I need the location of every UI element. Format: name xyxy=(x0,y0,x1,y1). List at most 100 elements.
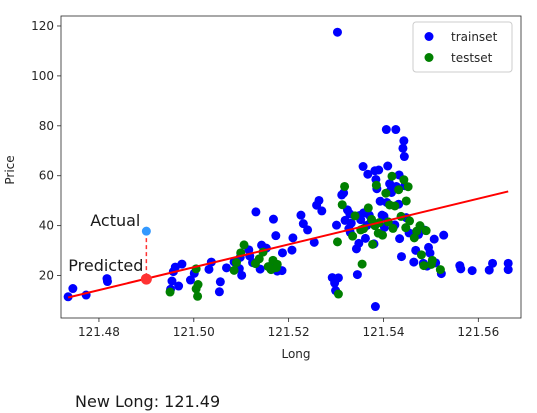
legend-box xyxy=(412,21,513,73)
testset-point xyxy=(333,289,343,299)
trainset-point xyxy=(439,230,449,240)
y-tick-label: 20 xyxy=(39,269,54,283)
trainset-point xyxy=(429,234,439,244)
y-tick-label: 60 xyxy=(39,169,54,183)
y-tick-label: 120 xyxy=(31,19,54,33)
trainset-point xyxy=(277,248,287,258)
plot-area xyxy=(63,27,513,312)
trainset-point xyxy=(375,196,385,206)
testset-point xyxy=(415,221,425,231)
actual-point xyxy=(141,226,151,236)
trainset-point xyxy=(222,263,232,273)
testset-point xyxy=(340,181,350,191)
trainset-point xyxy=(215,277,225,287)
y-tick-label: 100 xyxy=(31,69,54,83)
x-tick-label: 121.50 xyxy=(173,325,215,339)
testset-point xyxy=(399,175,409,185)
testset-point xyxy=(381,188,391,198)
trainset-point xyxy=(317,206,327,216)
testset-point xyxy=(401,196,411,206)
trainset-point xyxy=(456,264,466,274)
testset-point xyxy=(254,254,264,264)
trainset-point xyxy=(303,225,313,235)
trainset-point xyxy=(332,220,342,230)
trainset-point xyxy=(399,136,409,146)
trainset-point xyxy=(503,258,513,268)
trainset-point xyxy=(288,233,298,243)
trainset-point xyxy=(383,161,393,171)
y-axis-title: Price xyxy=(3,155,17,184)
trainset-point xyxy=(363,169,373,179)
x-tick-label: 121.48 xyxy=(78,325,120,339)
trainset-point xyxy=(268,214,278,224)
trainset-point xyxy=(251,207,261,217)
trainset-point xyxy=(358,162,368,171)
trainset-point xyxy=(354,238,364,248)
legend-label-testset: testset xyxy=(451,51,493,65)
trainset-point xyxy=(177,259,187,269)
testset-point xyxy=(357,259,367,269)
y-tick-label: 80 xyxy=(39,119,54,133)
x-tick-label: 121.52 xyxy=(268,325,310,339)
plot-frame xyxy=(60,15,522,319)
testset-point xyxy=(368,239,378,249)
testset-point xyxy=(427,255,437,265)
testset-point xyxy=(387,171,397,181)
trainset-point xyxy=(204,264,214,274)
trainset-point xyxy=(296,210,306,220)
x-axis: 121.48 121.50 121.52 121.54 121.56 xyxy=(78,318,499,339)
testset-point xyxy=(403,182,413,192)
trainset-point xyxy=(467,266,477,276)
trainset-point xyxy=(381,125,391,135)
testset-point xyxy=(378,230,388,240)
trainset-point xyxy=(214,287,224,297)
legend: trainset testset xyxy=(412,21,513,73)
legend-marker-testset xyxy=(424,53,434,62)
testset-point xyxy=(165,287,175,297)
trainset-point xyxy=(346,218,356,228)
series-testset xyxy=(165,171,445,301)
testset-point xyxy=(272,259,282,269)
trainset-point xyxy=(503,265,513,275)
testset-point xyxy=(350,211,360,221)
trainset-point xyxy=(314,195,324,205)
trainset-point xyxy=(68,284,78,294)
regression-line xyxy=(67,190,509,299)
trainset-point xyxy=(395,234,405,244)
trainset-point xyxy=(399,152,409,162)
testset-point xyxy=(229,265,239,275)
trainset-point xyxy=(360,233,370,243)
trainset-point xyxy=(309,237,319,247)
trainset-point xyxy=(102,277,112,287)
testset-point xyxy=(405,216,415,226)
testset-point xyxy=(231,258,241,268)
testset-point xyxy=(193,280,203,290)
actual-label: Actual xyxy=(90,211,140,230)
trainset-point xyxy=(374,165,384,175)
trainset-point xyxy=(396,252,406,262)
testset-point xyxy=(401,223,411,233)
x-tick-label: 121.56 xyxy=(457,325,499,339)
testset-point xyxy=(332,237,342,247)
trainset-point xyxy=(174,281,184,291)
testset-point xyxy=(239,240,249,250)
testset-point xyxy=(337,200,347,210)
trainset-point xyxy=(167,276,177,286)
trainset-point xyxy=(409,257,419,267)
x-tick-label: 121.54 xyxy=(362,325,404,339)
predicted-label: Predicted xyxy=(68,256,143,275)
testset-point xyxy=(390,201,400,211)
trainset-point xyxy=(271,231,281,241)
testset-point xyxy=(419,261,429,271)
trainset-point xyxy=(333,273,343,283)
legend-label-trainset: trainset xyxy=(451,30,498,44)
testset-point xyxy=(416,250,426,260)
trainset-point xyxy=(370,302,380,312)
trainset-point xyxy=(391,125,401,135)
trainset-point xyxy=(488,258,498,268)
testset-point xyxy=(348,231,358,241)
testset-point xyxy=(193,291,203,301)
testset-point xyxy=(435,265,445,275)
new-long-caption: New Long: 121.49 xyxy=(75,392,221,411)
